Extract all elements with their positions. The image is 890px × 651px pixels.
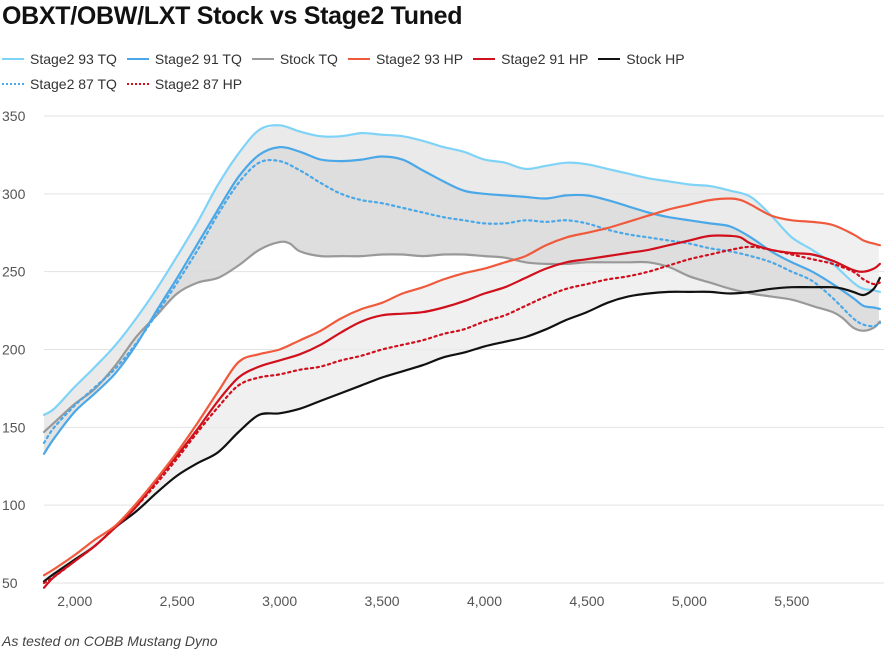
legend-item-stage2-91-hp: Stage2 91 HP xyxy=(473,47,588,72)
line-chart: 50 100 150 200 250 300 350 2,000 2,500 3,000 3,500… xyxy=(2,108,884,609)
y-tick-label: 50 xyxy=(2,575,18,591)
legend-label: Stock HP xyxy=(626,51,685,67)
legend-label: Stage2 91 TQ xyxy=(154,51,242,67)
legend-label: Stage2 93 TQ xyxy=(30,51,117,67)
y-tick-label: 300 xyxy=(2,186,26,202)
y-tick-label: 150 xyxy=(2,419,26,435)
x-tick-label: 5,500 xyxy=(774,593,809,609)
y-tick-label: 350 xyxy=(2,108,26,124)
x-tick-label: 5,000 xyxy=(672,593,707,609)
series-line-stage2-87-tq xyxy=(42,158,881,444)
series-line-stock-tq xyxy=(42,240,881,434)
legend-label: Stage2 93 HP xyxy=(375,51,464,67)
x-tick-label: 3,000 xyxy=(262,593,297,609)
series-line-stage2-91-hp xyxy=(42,234,881,589)
legend-swatch xyxy=(473,58,496,61)
chart-title: OBXT/OBW/LXT Stock vs Stage2 Tuned xyxy=(2,2,463,30)
series-line-stage2-93-hp xyxy=(42,197,881,577)
legend-swatch xyxy=(598,58,621,61)
legend-item-stage2-87-tq: Stage2 87 TQ xyxy=(2,72,117,97)
legend-swatch xyxy=(126,58,149,61)
legend-label: Stage2 91 HP xyxy=(501,51,589,67)
x-tick-label: 4,500 xyxy=(569,593,604,609)
legend-item-stage2-93-tq: Stage2 93 TQ xyxy=(2,47,117,72)
x-tick-label: 2,500 xyxy=(160,593,195,609)
legend-label: Stock TQ xyxy=(279,51,338,67)
legend-item-stage2-93-hp: Stage2 93 HP xyxy=(347,47,464,72)
legend-item-stock-hp: Stock HP xyxy=(598,47,685,72)
legend-swatch xyxy=(347,58,370,61)
legend-swatch xyxy=(2,58,24,61)
y-tick-label: 200 xyxy=(2,342,26,358)
legend-label: Stage2 87 TQ xyxy=(30,76,117,92)
legend-item-stage2-91-tq: Stage2 91 TQ xyxy=(126,47,242,72)
series-line-stock-hp xyxy=(42,276,881,583)
chart-footnote: As tested on COBB Mustang Dyno xyxy=(2,633,218,649)
legend-swatch xyxy=(2,83,24,86)
legend-swatch xyxy=(251,58,274,61)
x-tick-label: 2,000 xyxy=(57,593,92,609)
legend-item-stage2-87-hp: Stage2 87 HP xyxy=(126,72,243,97)
y-tick-label: 250 xyxy=(2,264,26,280)
band-stage2-93-hp-to-stock-hp xyxy=(44,198,879,582)
legend-item-stock-tq: Stock TQ xyxy=(251,47,338,72)
legend-label: Stage2 87 HP xyxy=(154,76,243,92)
x-tick-label: 4,000 xyxy=(467,593,502,609)
band-stage2-91-tq-to-stock-tq xyxy=(44,147,879,454)
legend-swatch xyxy=(126,83,149,86)
x-tick-label: 3,500 xyxy=(365,593,400,609)
y-tick-label: 100 xyxy=(2,497,26,513)
chart-legend: Stage2 93 TQ Stage2 91 TQ Stock TQ Stage2 9… xyxy=(2,47,802,97)
